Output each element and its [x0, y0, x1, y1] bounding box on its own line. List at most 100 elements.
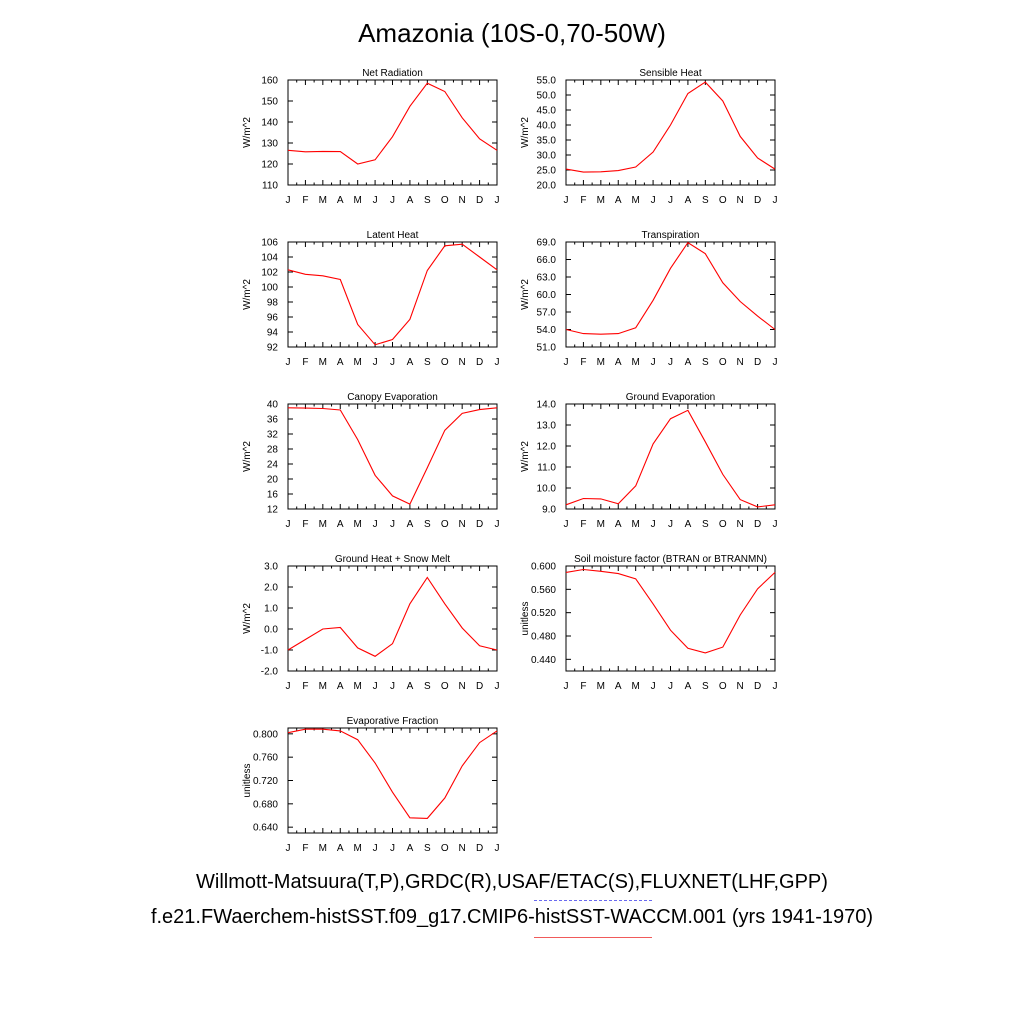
- y-tick-label: 1.0: [264, 604, 278, 615]
- y-tick-label: 20: [267, 475, 279, 486]
- y-axis-label: W/m^2: [242, 441, 253, 472]
- x-tick-label: J: [668, 519, 673, 530]
- x-tick-label: M: [319, 681, 327, 692]
- x-tick-label: D: [754, 195, 761, 206]
- x-tick-label: O: [441, 843, 449, 854]
- x-tick-label: J: [373, 681, 378, 692]
- x-tick-label: A: [337, 681, 344, 692]
- y-tick-label: 106: [261, 238, 278, 249]
- y-tick-label: -1.0: [261, 646, 279, 657]
- y-tick-label: 32: [267, 430, 279, 441]
- panel-title: Ground Evaporation: [626, 392, 716, 403]
- x-tick-label: M: [597, 681, 605, 692]
- x-tick-label: F: [580, 681, 586, 692]
- legend-observations-label: Willmott-Matsuura(T,P),GRDC(R),USAF/ETAC…: [196, 871, 828, 893]
- x-tick-label: N: [737, 357, 744, 368]
- y-tick-label: 102: [261, 268, 278, 279]
- x-tick-label: J: [390, 357, 395, 368]
- x-tick-label: F: [302, 681, 308, 692]
- x-tick-label: J: [286, 843, 291, 854]
- x-tick-label: A: [337, 843, 344, 854]
- series-line: [565, 241, 776, 335]
- x-tick-label: A: [407, 357, 414, 368]
- y-tick-label: 11.0: [537, 463, 556, 474]
- x-tick-label: M: [353, 195, 361, 206]
- x-tick-label: M: [597, 195, 605, 206]
- x-tick-label: N: [459, 519, 466, 530]
- y-tick-label: 0.720: [253, 776, 278, 787]
- x-tick-label: A: [407, 843, 414, 854]
- series-line: [287, 407, 498, 505]
- x-tick-label: O: [719, 681, 727, 692]
- y-tick-label: 0.520: [531, 608, 556, 619]
- x-tick-label: N: [737, 195, 744, 206]
- y-tick-label: 140: [261, 118, 278, 129]
- y-tick-label: 110: [262, 181, 278, 192]
- x-tick-label: D: [476, 681, 483, 692]
- y-tick-label: 30.0: [537, 151, 557, 162]
- y-tick-label: 0.760: [253, 753, 278, 764]
- x-tick-label: A: [685, 519, 692, 530]
- x-tick-label: A: [685, 357, 692, 368]
- plot-frame: [565, 79, 776, 186]
- y-tick-label: 96: [267, 313, 279, 324]
- y-tick-label: 14.0: [537, 400, 557, 411]
- series-line: [287, 82, 498, 165]
- y-tick-label: 0.640: [253, 823, 278, 834]
- x-tick-label: S: [702, 357, 709, 368]
- x-tick-label: J: [390, 843, 395, 854]
- y-tick-label: 40.0: [537, 121, 557, 132]
- y-tick-label: 35.0: [537, 136, 557, 147]
- x-tick-label: M: [631, 519, 639, 530]
- y-tick-label: 13.0: [537, 421, 557, 432]
- y-tick-label: 92: [267, 343, 279, 354]
- x-tick-label: F: [302, 843, 308, 854]
- x-tick-label: S: [424, 357, 431, 368]
- x-tick-label: D: [754, 681, 761, 692]
- y-axis-label: W/m^2: [242, 117, 253, 148]
- y-tick-label: 0.800: [253, 729, 278, 740]
- x-tick-label: O: [719, 519, 727, 530]
- x-tick-label: M: [353, 357, 361, 368]
- x-tick-label: J: [495, 681, 500, 692]
- x-tick-label: J: [668, 681, 673, 692]
- y-tick-label: 150: [261, 97, 278, 108]
- series-line: [565, 409, 776, 508]
- y-tick-label: 50.0: [537, 91, 557, 102]
- x-tick-label: A: [615, 681, 622, 692]
- panel-title: Ground Heat + Snow Melt: [335, 554, 451, 565]
- x-tick-label: M: [319, 195, 327, 206]
- x-tick-label: S: [702, 681, 709, 692]
- panel-title: Latent Heat: [367, 230, 419, 241]
- y-tick-label: 54.0: [537, 325, 557, 336]
- legend-model-swatch: [534, 937, 652, 938]
- x-tick-label: N: [459, 681, 466, 692]
- y-tick-label: 130: [261, 139, 278, 150]
- x-tick-label: J: [564, 357, 569, 368]
- x-tick-label: J: [651, 195, 656, 206]
- x-tick-label: A: [337, 195, 344, 206]
- plot-frame: [287, 727, 498, 834]
- x-tick-label: F: [302, 195, 308, 206]
- x-tick-label: M: [597, 519, 605, 530]
- plot-frame: [287, 79, 498, 186]
- y-axis-label: W/m^2: [520, 117, 531, 148]
- y-tick-label: 100: [261, 283, 278, 294]
- x-tick-label: D: [754, 357, 761, 368]
- x-tick-label: J: [286, 681, 291, 692]
- panel-title: Soil moisture factor (BTRAN or BTRANMN): [574, 554, 767, 565]
- x-tick-label: A: [337, 357, 344, 368]
- x-tick-label: A: [407, 519, 414, 530]
- plot-frame: [565, 403, 776, 510]
- x-tick-label: N: [737, 519, 744, 530]
- panel-title: Net Radiation: [362, 68, 423, 79]
- y-axis-label: W/m^2: [242, 279, 253, 310]
- x-tick-label: M: [319, 519, 327, 530]
- x-tick-label: F: [302, 519, 308, 530]
- x-tick-label: J: [286, 357, 291, 368]
- x-tick-label: S: [424, 843, 431, 854]
- x-tick-label: M: [631, 195, 639, 206]
- y-tick-label: 51.0: [537, 343, 557, 354]
- x-tick-label: S: [424, 681, 431, 692]
